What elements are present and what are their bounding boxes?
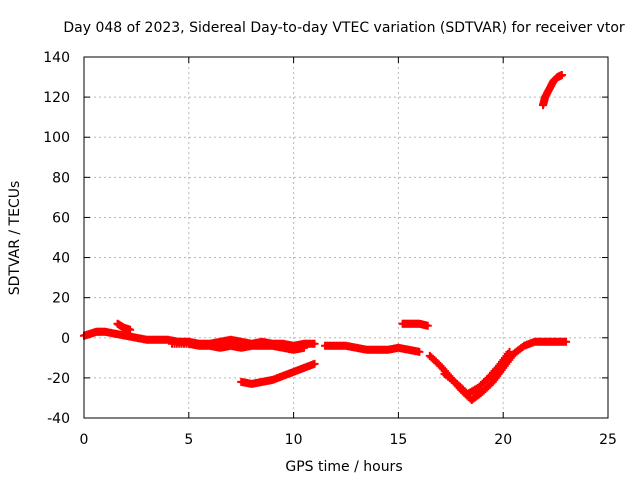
data-point-marker <box>415 347 424 356</box>
y-tick-label: 60 <box>52 210 70 226</box>
data-point-marker <box>300 343 309 352</box>
y-tick-label: 80 <box>52 170 70 186</box>
y-tick-label: 0 <box>61 331 70 347</box>
x-tick-label: 25 <box>599 432 617 448</box>
data-point-marker <box>310 339 319 348</box>
plot-border <box>83 56 609 419</box>
x-tick-label: 20 <box>494 432 512 448</box>
y-tick-label: -40 <box>47 411 70 427</box>
x-axis-title: GPS time / hours <box>285 459 402 475</box>
x-tick-label: 5 <box>184 432 193 448</box>
data-point-marker <box>126 325 135 334</box>
y-tick-label: 40 <box>52 251 70 267</box>
series-main-track-lower <box>168 339 309 354</box>
y-tick-label: -20 <box>47 371 70 387</box>
series-lower-arc <box>237 359 319 388</box>
y-tick-label: 140 <box>43 50 70 66</box>
data-point-marker <box>557 71 566 80</box>
data-points <box>80 71 571 404</box>
data-point-marker <box>505 347 514 356</box>
y-axis-title: SDTVAR / TECUs <box>7 181 23 296</box>
x-tick-label: 15 <box>389 432 407 448</box>
series-high-segment <box>539 71 566 110</box>
x-tick-label: 0 <box>80 432 89 448</box>
series-dip-inner <box>440 347 514 398</box>
y-tick-label: 20 <box>52 291 70 307</box>
tick-labels: 0 5 10 15 20 25 -40 -20 0 20 40 60 80 100 120 140 <box>43 50 617 448</box>
series-short-segment-1 <box>113 319 135 334</box>
grid-lines <box>84 57 608 418</box>
chart-title: Day 048 of 2023, Sidereal Day-to-day VTE… <box>63 20 625 36</box>
series-midday-track <box>321 341 424 356</box>
data-point-marker <box>310 359 319 368</box>
data-point-marker <box>423 321 432 330</box>
data-point-marker <box>562 337 571 346</box>
series-elevated-segment <box>398 319 432 330</box>
y-tick-label: 120 <box>43 90 70 106</box>
y-tick-label: 100 <box>43 130 70 146</box>
x-tick-label: 10 <box>285 432 303 448</box>
